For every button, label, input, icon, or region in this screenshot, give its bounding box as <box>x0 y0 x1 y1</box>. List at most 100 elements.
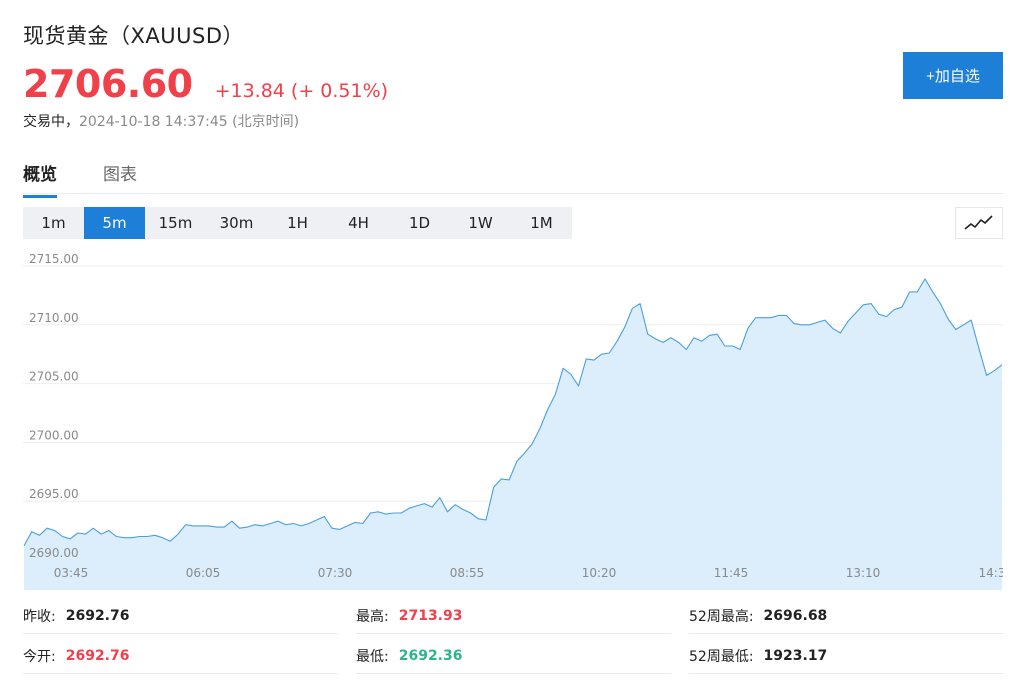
data-point <box>46 527 49 530</box>
data-point <box>69 537 72 540</box>
data-point <box>146 535 149 538</box>
data-point <box>562 367 565 370</box>
stat-high: 最高: 2713.93 <box>356 598 671 634</box>
stats-row: 今开: 2692.76 最低: 2692.36 52周最低: 1923.17 <box>23 638 1003 678</box>
page-title: 现货黄金（XAUUSD） <box>23 24 244 48</box>
data-point <box>523 452 526 455</box>
add-to-watchlist-button[interactable]: +加自选 <box>903 52 1003 99</box>
x-tick-label: 07:30 <box>318 566 353 580</box>
data-point <box>985 374 988 377</box>
data-point <box>623 326 626 329</box>
x-tick-label: 14:3 <box>979 566 1003 580</box>
stat-value: 2692.76 <box>65 607 130 624</box>
x-tick-label: 03:45 <box>54 566 89 580</box>
period-15m[interactable]: 15m <box>158 214 193 232</box>
data-point <box>230 520 233 523</box>
data-point <box>30 530 33 533</box>
price-chart[interactable]: 2715.00 2710.00 2705.00 2700.00 2695.00 2690.… <box>23 253 1003 590</box>
stat-prev-close: 昨收: 2692.76 <box>23 598 338 634</box>
data-point <box>53 529 56 532</box>
data-point <box>831 327 834 330</box>
data-point <box>916 290 919 293</box>
data-point <box>361 522 364 525</box>
period-1d[interactable]: 1D <box>408 214 431 232</box>
data-point <box>477 517 480 520</box>
data-point <box>485 519 488 522</box>
period-1w[interactable]: 1W <box>468 214 493 232</box>
x-tick-label: 10:20 <box>582 566 617 580</box>
period-1mo[interactable]: 1M <box>530 214 553 232</box>
y-tick-label: 2700.00 <box>29 428 79 442</box>
data-point <box>616 340 619 343</box>
period-4h[interactable]: 4H <box>348 214 369 232</box>
data-point <box>924 277 927 280</box>
data-point <box>84 533 87 536</box>
data-point <box>847 320 850 323</box>
tab-chart[interactable]: 图表 <box>103 165 137 185</box>
data-point <box>215 526 218 529</box>
data-point <box>184 523 187 526</box>
data-point <box>369 512 372 515</box>
data-point <box>669 336 672 339</box>
data-point <box>246 526 249 529</box>
stats-row: 昨收: 2692.76 最高: 2713.93 52周最高: 2696.68 <box>23 598 1003 638</box>
data-point <box>384 513 387 516</box>
data-point <box>277 520 280 523</box>
data-point <box>423 502 426 505</box>
data-point <box>515 460 518 463</box>
tab-overview[interactable]: 概览 <box>23 160 57 198</box>
stat-value: 2713.93 <box>398 607 463 624</box>
data-point <box>739 348 742 351</box>
data-point <box>754 316 757 319</box>
data-point <box>415 504 418 507</box>
data-point <box>408 507 411 510</box>
price-area <box>24 278 1002 590</box>
stat-label: 最高: <box>356 608 389 625</box>
data-point <box>539 427 542 430</box>
data-point <box>608 352 611 355</box>
data-point <box>746 327 749 330</box>
data-point <box>469 512 472 515</box>
data-point <box>931 290 934 293</box>
data-point <box>908 290 911 293</box>
data-point <box>877 313 880 316</box>
y-tick-label: 2695.00 <box>29 487 79 501</box>
tab-bar: 概览 图表 <box>23 156 1003 198</box>
data-point <box>785 314 788 317</box>
data-point <box>292 522 295 525</box>
line-chart-icon <box>964 215 993 230</box>
data-point <box>161 536 164 539</box>
data-point <box>700 340 703 343</box>
data-point <box>438 496 441 499</box>
stat-label: 今开: <box>23 648 56 665</box>
trading-status: 交易中，2024-10-18 14:37:45 (北京时间) <box>23 111 299 131</box>
data-point <box>577 385 580 388</box>
data-point <box>377 510 380 513</box>
price-change: +13.84 (+ 0.51%) <box>214 80 389 102</box>
x-tick-label: 08:55 <box>450 566 485 580</box>
data-point <box>885 315 888 318</box>
stat-value: 2696.68 <box>763 607 828 624</box>
data-point <box>153 534 156 537</box>
period-5m[interactable]: 5m <box>84 207 145 239</box>
data-point <box>338 528 341 531</box>
data-point <box>677 341 680 344</box>
price-row: 2706.60 +13.84 (+ 0.51%) <box>23 62 388 106</box>
data-point <box>123 536 126 539</box>
period-30m[interactable]: 30m <box>219 214 254 232</box>
y-tick-label: 2710.00 <box>29 311 79 325</box>
data-point <box>939 302 942 305</box>
data-point <box>662 341 665 344</box>
stat-value: 1923.17 <box>763 647 828 664</box>
data-point <box>685 348 688 351</box>
data-point <box>731 345 734 348</box>
stat-label: 52周最高: <box>689 608 754 625</box>
period-1h[interactable]: 1H <box>287 214 308 232</box>
data-point <box>169 540 172 543</box>
stat-52w-low: 52周最低: 1923.17 <box>689 638 1003 674</box>
period-1m[interactable]: 1m <box>41 214 66 232</box>
data-point <box>284 523 287 526</box>
chart-type-button[interactable] <box>955 207 1003 239</box>
data-point <box>862 303 865 306</box>
data-point <box>192 524 195 527</box>
